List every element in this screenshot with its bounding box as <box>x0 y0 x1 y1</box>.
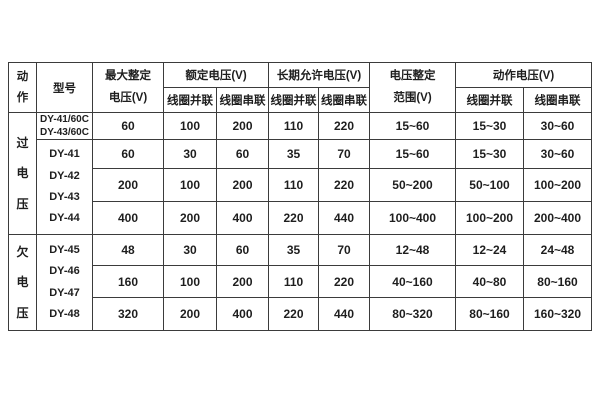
header-long-term-allowed-voltage: 长期允许电压(V) <box>268 62 370 88</box>
table-cell: 48 <box>92 234 164 266</box>
cell-models-group-60c: DY-41/60C DY-43/60C <box>36 112 93 140</box>
table-cell: 200 <box>216 112 269 140</box>
table-cell: 30~60 <box>523 112 592 140</box>
table-cell: 80~320 <box>369 297 456 331</box>
subheader-longterm-coil-parallel: 线圈并联 <box>268 87 319 113</box>
table-cell: 100 <box>163 168 217 202</box>
table-cell: 440 <box>318 297 370 331</box>
table-cell: 15~30 <box>455 112 524 140</box>
table-cell: 80~160 <box>523 265 592 298</box>
table-cell: 220 <box>318 265 370 298</box>
table-cell: 110 <box>268 265 319 298</box>
table-cell: 40~160 <box>369 265 456 298</box>
table-cell: 110 <box>268 168 319 202</box>
table-cell: 35 <box>268 234 319 266</box>
table-cell: 35 <box>268 139 319 169</box>
table-cell: 100~200 <box>455 201 524 235</box>
header-max-setting-voltage: 最大整定 电压(V) <box>92 62 164 113</box>
table-cell: 200 <box>216 265 269 298</box>
table-cell: 60 <box>92 112 164 140</box>
header-voltage-setting-range: 电压整定 范围(V) <box>369 62 456 113</box>
table-cell: 100~400 <box>369 201 456 235</box>
header-model: 型号 <box>36 62 93 113</box>
table-cell: 15~30 <box>455 139 524 169</box>
cell-models-group-dy45-48: DY-45 DY-46 DY-47 DY-48 <box>36 234 93 331</box>
table-cell: 60 <box>216 139 269 169</box>
cell-action-overvoltage: 过电压 <box>8 112 37 235</box>
table-cell: 160 <box>92 265 164 298</box>
table-row: 过电压 DY-41/60C DY-43/60C 60 100 200 110 2… <box>8 112 592 235</box>
table-cell: 60 <box>92 139 164 169</box>
subheader-rated-coil-series: 线圈串联 <box>216 87 269 113</box>
relay-spec-table: 动作 型号 最大整定 电压(V) 额定电压(V) 长期允许电压(V) 电压整定 … <box>8 62 592 331</box>
table-cell: 12~24 <box>455 234 524 266</box>
table-cell: 160~320 <box>523 297 592 331</box>
subheader-operating-coil-series: 线圈串联 <box>523 87 592 113</box>
cell-models-group-dy41-44: DY-41 DY-42 DY-43 DY-44 <box>36 139 93 235</box>
table-row: 320 200 400 220 440 80~320 80~160 160~32… <box>9 297 592 331</box>
table-cell: 110 <box>268 112 319 140</box>
table-cell: 320 <box>92 297 164 331</box>
table-cell: 24~48 <box>523 234 592 266</box>
cell-action-undervoltage: 欠电压 <box>8 234 37 331</box>
table-cell: 220 <box>268 201 319 235</box>
table-cell: 40~80 <box>455 265 524 298</box>
table-cell: 15~60 <box>369 139 456 169</box>
table-cell: 15~60 <box>369 112 456 140</box>
table-cell: 30 <box>163 234 217 266</box>
table-row: 200 100 200 110 220 50~200 50~100 100~20… <box>9 168 592 202</box>
table-cell: 200 <box>163 201 217 235</box>
table-cell: 50~200 <box>369 168 456 202</box>
table-row: 160 100 200 110 220 40~160 40~80 80~160 <box>9 265 592 298</box>
table-cell: 70 <box>318 139 370 169</box>
table-cell: 400 <box>92 201 164 235</box>
table-cell: 12~48 <box>369 234 456 266</box>
subheader-rated-coil-parallel: 线圈并联 <box>163 87 217 113</box>
table-cell: 100 <box>163 265 217 298</box>
table-cell: 100~200 <box>523 168 592 202</box>
table-row: DY-41 DY-42 DY-43 DY-44 60 30 60 35 70 1… <box>9 139 592 235</box>
header-model-label: 型号 <box>53 82 76 95</box>
header-operating-voltage: 动作电压(V) <box>455 62 592 88</box>
table-cell: 60 <box>216 234 269 266</box>
table-cell: 200~400 <box>523 201 592 235</box>
table-cell: 220 <box>318 112 370 140</box>
table-cell: 440 <box>318 201 370 235</box>
header-action: 动作 <box>8 62 37 113</box>
table-cell: 50~100 <box>455 168 524 202</box>
table-row: 400 200 400 220 440 100~400 100~200 200~… <box>9 201 592 235</box>
table-cell: 30 <box>163 139 217 169</box>
table-cell: 80~160 <box>455 297 524 331</box>
table-cell: 220 <box>268 297 319 331</box>
table-row: 欠电压 DY-45 DY-46 DY-47 DY-48 48 30 60 35 … <box>8 234 592 331</box>
subheader-longterm-coil-series: 线圈串联 <box>318 87 370 113</box>
table-cell: 100 <box>163 112 217 140</box>
table-cell: 30~60 <box>523 139 592 169</box>
table-cell: 200 <box>92 168 164 202</box>
table-cell: 200 <box>216 168 269 202</box>
table-cell: 400 <box>216 297 269 331</box>
table-cell: 70 <box>318 234 370 266</box>
table-cell: 400 <box>216 201 269 235</box>
subheader-operating-coil-parallel: 线圈并联 <box>455 87 524 113</box>
table-cell: 200 <box>163 297 217 331</box>
table-cell: 220 <box>318 168 370 202</box>
header-rated-voltage: 额定电压(V) <box>163 62 269 88</box>
